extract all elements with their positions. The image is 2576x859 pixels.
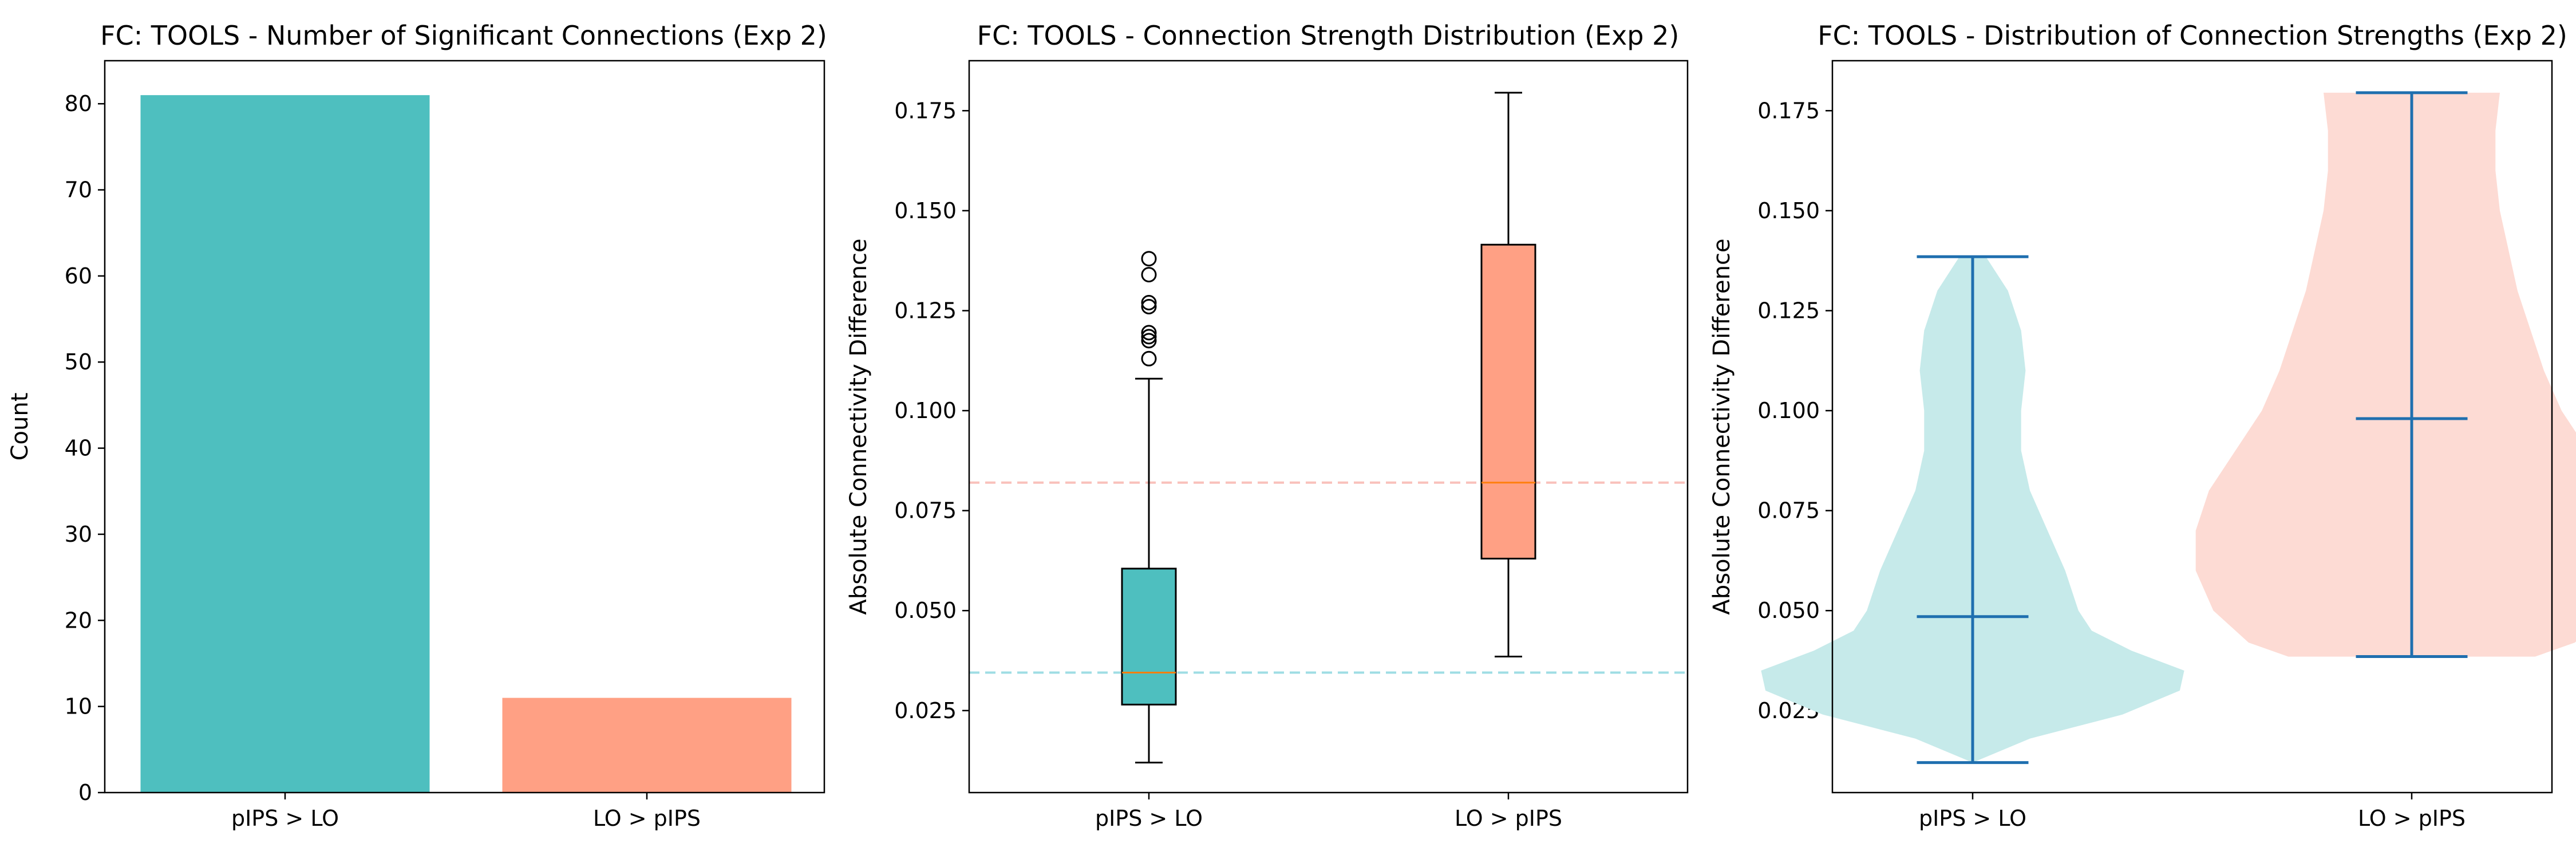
- violin-1: [1761, 255, 2184, 765]
- outlier-point: [1141, 298, 1157, 314]
- y-tick-label: 0.125: [1757, 298, 1820, 323]
- box-1: [1121, 251, 1177, 764]
- outlier-point: [1141, 333, 1157, 349]
- y-tick-label: 70: [65, 178, 92, 203]
- y-tick-label: 0.025: [894, 698, 957, 723]
- box-body: [1480, 243, 1536, 559]
- x-tick-label: LO > pIPS: [593, 806, 701, 831]
- panel-2: FC: TOOLS - Connection Strength Distribu…: [846, 20, 1689, 831]
- axes-frame: [104, 60, 825, 794]
- y-tick-label: 20: [65, 608, 92, 633]
- y-tick-label: 0.050: [1757, 598, 1820, 623]
- y-tick-label: 0.100: [894, 398, 957, 423]
- axes-frame: [968, 60, 1689, 794]
- y-tick-label: 50: [65, 349, 92, 375]
- bar-2: [502, 698, 792, 793]
- panel-1: FC: TOOLS - Number of Significant Connec…: [7, 20, 827, 831]
- panel-title: FC: TOOLS - Distribution of Connection S…: [1818, 20, 2567, 51]
- x-tick-label: pIPS > LO: [231, 806, 339, 831]
- y-tick-label: 0.150: [894, 198, 957, 223]
- violin-2: [2195, 91, 2576, 659]
- outlier-point: [1141, 325, 1157, 341]
- y-tick-label: 0.125: [894, 298, 957, 323]
- panel-title: FC: TOOLS - Number of Significant Connec…: [100, 20, 827, 51]
- panel-title: FC: TOOLS - Connection Strength Distribu…: [977, 20, 1680, 51]
- axes-frame: [1831, 60, 2553, 794]
- y-tick-label: 0.175: [1757, 98, 1820, 123]
- x-tick-label: pIPS > LO: [1919, 806, 2026, 831]
- y-tick-label: 40: [65, 436, 92, 461]
- y-tick-label: 0.075: [1757, 498, 1820, 523]
- outlier-point: [1141, 329, 1157, 345]
- violin-body: [2195, 92, 2576, 657]
- y-tick-label: 0.150: [1757, 198, 1820, 223]
- outlier-point: [1141, 295, 1157, 311]
- y-tick-label: 0.075: [894, 498, 957, 523]
- outlier-point: [1141, 350, 1157, 367]
- y-tick-label: 80: [65, 91, 92, 116]
- y-axis-label: Absolute Connectivity Difference: [846, 238, 872, 614]
- outlier-point: [1141, 267, 1157, 283]
- y-tick-label: 0.175: [894, 98, 957, 123]
- y-tick-label: 0: [78, 780, 92, 805]
- y-tick-label: 0.100: [1757, 398, 1820, 423]
- panel-3: FC: TOOLS - Distribution of Connection S…: [1709, 20, 2576, 831]
- bar-1: [140, 95, 430, 793]
- outlier-point: [1141, 251, 1157, 267]
- x-tick-label: pIPS > LO: [1095, 806, 1203, 831]
- y-tick-label: 10: [65, 694, 92, 719]
- y-axis-label: Count: [7, 393, 33, 461]
- y-tick-label: 0.050: [894, 598, 957, 623]
- x-tick-label: LO > pIPS: [1455, 806, 1562, 831]
- x-tick-label: LO > pIPS: [2358, 806, 2466, 831]
- y-tick-label: 60: [65, 263, 92, 289]
- y-axis-label: Absolute Connectivity Difference: [1709, 238, 1735, 614]
- box-body: [1121, 568, 1177, 706]
- box-2: [1480, 92, 1536, 658]
- y-tick-label: 30: [65, 522, 92, 547]
